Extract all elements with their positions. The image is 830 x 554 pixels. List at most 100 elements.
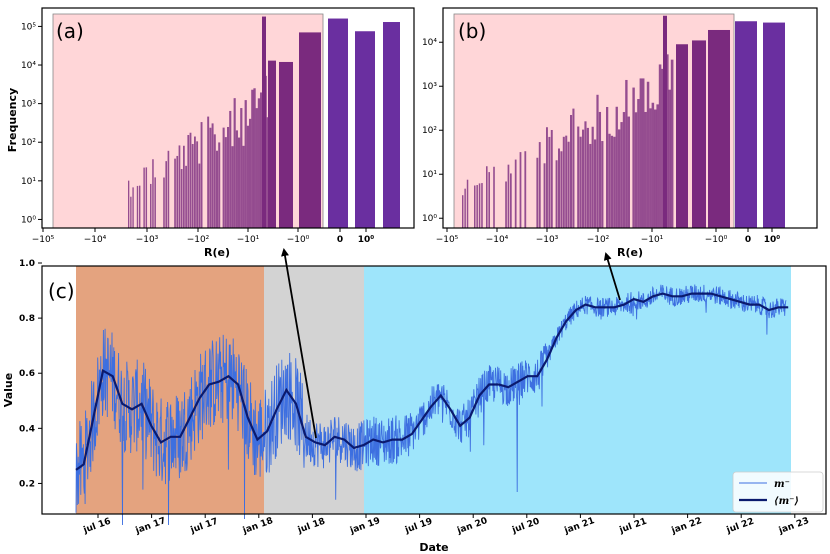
- histogram-bar: [627, 116, 630, 228]
- histogram-bar: [180, 169, 183, 228]
- y-tick-label: 10⁰: [21, 215, 36, 225]
- histogram-bar: [132, 187, 134, 228]
- histogram-bar: [249, 118, 252, 228]
- series-m-minus-raw: [75, 284, 787, 526]
- histogram-bar: [543, 163, 546, 228]
- histogram-bar: [598, 111, 602, 228]
- histogram-bar: [507, 164, 510, 228]
- histogram-bar: [654, 109, 657, 228]
- panel-label-a: (a): [56, 19, 84, 43]
- histogram-bar: [244, 100, 247, 228]
- histogram-bar: [570, 114, 573, 228]
- y-tick-label: 10⁵: [21, 22, 36, 32]
- histogram-bar: [196, 141, 199, 228]
- histogram-bar: [560, 151, 563, 228]
- x-tick-label: −10³: [136, 235, 159, 245]
- histogram-bar: [235, 130, 238, 228]
- y-tick-label: 10⁴: [422, 38, 437, 48]
- histogram-bar: [222, 127, 225, 228]
- legend: m⁻ ⟨m⁻⟩: [732, 471, 824, 513]
- histogram-bar: [198, 163, 201, 228]
- histogram-b-frame: [442, 7, 818, 229]
- histogram-bar: [150, 183, 152, 228]
- histogram-bar: [668, 89, 672, 229]
- histogram-bar: [242, 145, 245, 228]
- y-tick-label: 1.0: [19, 259, 35, 269]
- histogram-bar: [211, 123, 214, 228]
- legend-box: [732, 471, 824, 513]
- histogram-bar: [233, 98, 236, 228]
- histogram-bar: [620, 122, 623, 228]
- x-tick-label: −10¹: [641, 235, 664, 245]
- y-tick-label: 10³: [21, 100, 36, 110]
- histogram-bar: [546, 127, 548, 228]
- histogram-bar: [246, 125, 250, 228]
- x-tick-label: 0: [337, 235, 343, 245]
- histogram-bar: [646, 81, 650, 228]
- y-tick-label: 10²: [422, 126, 437, 136]
- histogram-bar: [606, 106, 609, 228]
- histogram-bar: [229, 110, 232, 228]
- histogram-bar: [143, 167, 145, 228]
- legend-label-raw: m⁻: [774, 479, 790, 490]
- histogram-bar: [466, 179, 469, 228]
- histogram-bar: [238, 137, 241, 228]
- histogram-bar: [649, 108, 652, 228]
- histogram-bar: [610, 135, 614, 228]
- y-tick-label: 10¹: [21, 177, 36, 187]
- panel-label-b: (b): [458, 19, 486, 43]
- histogram-bar: [207, 116, 210, 228]
- histogram-bar: [558, 148, 560, 228]
- histogram-bar: [257, 98, 261, 229]
- histogram-bar-large: [692, 40, 706, 229]
- x-tick-label: −10⁰: [705, 235, 728, 245]
- histogram-bar: [253, 88, 256, 228]
- histogram-bar: [255, 108, 258, 228]
- histogram-a-y-ticks: 10⁰ 10¹ 10² 10³ 10⁴ 10⁵: [21, 22, 42, 225]
- histogram-bar: [183, 145, 185, 228]
- timeseries-c-y-label: Value: [2, 373, 15, 407]
- histogram-bar: [538, 142, 541, 228]
- histogram-bar-large: [763, 22, 785, 228]
- histogram-bar: [666, 54, 669, 229]
- histogram-bar: [562, 136, 565, 228]
- histogram-a-bars: [128, 16, 400, 229]
- arrow-to-panel-a: [281, 248, 317, 439]
- histogram-bar-large: [279, 61, 293, 228]
- histogram-bar: [227, 126, 230, 228]
- timeseries-c-frame: [41, 265, 827, 515]
- histogram-bar: [464, 188, 466, 228]
- y-tick-label: 10¹: [422, 170, 437, 180]
- histogram-a-frame: [41, 7, 415, 229]
- histogram-bar: [213, 134, 216, 228]
- histogram-bar: [596, 94, 599, 228]
- histogram-bar: [139, 185, 141, 228]
- histogram-bar: [163, 177, 165, 228]
- histogram-bar: [174, 158, 176, 228]
- timeseries-c-x-label: Date: [419, 541, 448, 554]
- histogram-bar-large: [328, 18, 348, 229]
- histogram-bar: [240, 108, 243, 228]
- histogram-bar: [152, 159, 154, 228]
- region-late: [364, 266, 791, 514]
- x-tick-label: −10⁰: [287, 235, 310, 245]
- histogram-bar: [625, 79, 628, 228]
- histogram-bar: [185, 165, 187, 228]
- histogram-bar: [130, 196, 132, 228]
- histogram-bar: [632, 87, 635, 228]
- x-tick-label: −10²: [587, 235, 610, 245]
- histogram-bar: [231, 146, 234, 228]
- histogram-bar: [176, 155, 179, 228]
- histogram-bar: [589, 143, 592, 228]
- histogram-bar-spike: [663, 15, 667, 228]
- histogram-bar: [167, 150, 170, 228]
- x-tick-label: −10²: [187, 235, 210, 245]
- histogram-bar: [474, 185, 476, 228]
- histogram-bar: [178, 145, 181, 228]
- histogram-bar: [601, 141, 604, 228]
- histogram-bar: [524, 151, 527, 228]
- histogram-bar-spike: [262, 16, 266, 228]
- histogram-bar-large: [299, 32, 321, 229]
